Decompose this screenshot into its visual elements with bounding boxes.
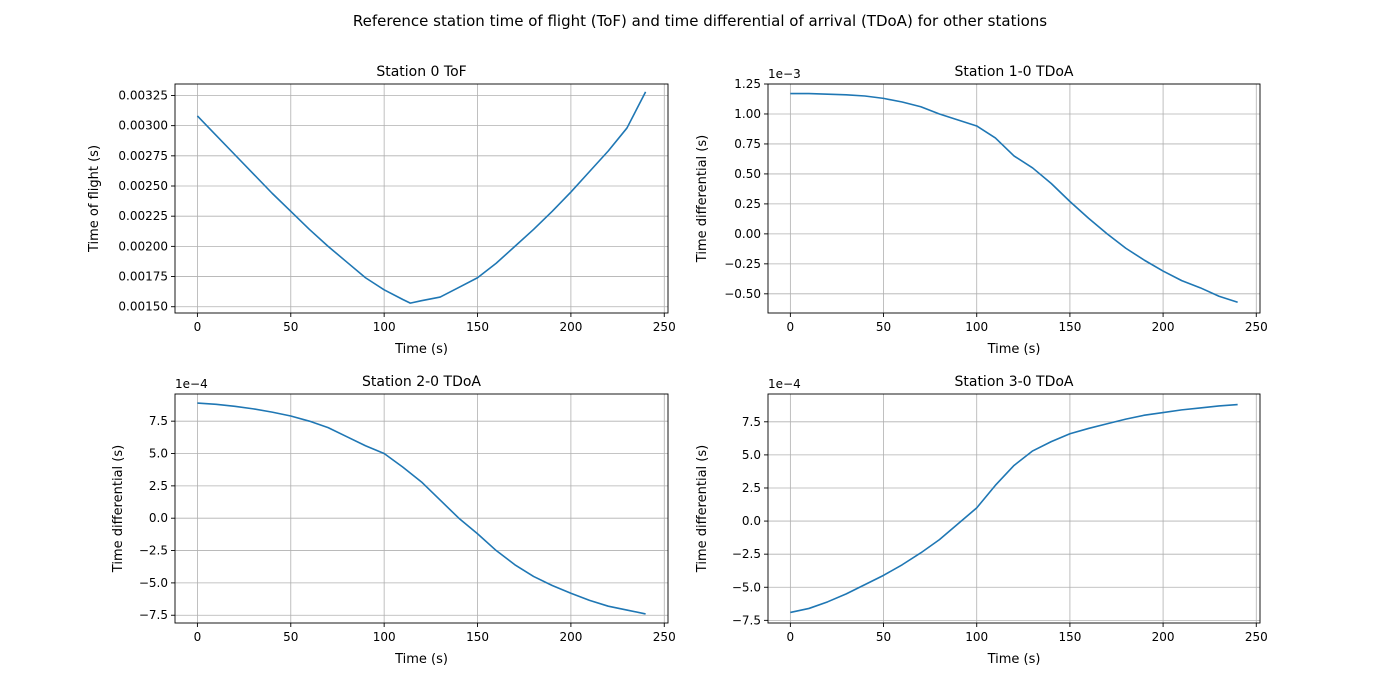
x-tick-label: 250 [1245, 630, 1268, 644]
y-tick-label: 0.0 [742, 514, 761, 528]
figure-suptitle: Reference station time of flight (ToF) a… [353, 12, 1047, 30]
y-tick-label: 1.00 [734, 107, 761, 121]
x-tick-label: 100 [373, 320, 396, 334]
series-line-0 [197, 402, 646, 615]
y-offset-text: 1e−4 [768, 377, 801, 391]
y-tick-label: −0.25 [724, 257, 761, 271]
y-tick-label: 0.00275 [118, 149, 168, 163]
x-tick-label: 150 [466, 320, 489, 334]
y-tick-label: −5.0 [139, 576, 168, 590]
y-tick-label: 0.00150 [118, 300, 168, 314]
x-tick-label: 250 [653, 630, 676, 644]
y-tick-label: 1.25 [734, 77, 761, 91]
axes-frame [767, 83, 1261, 314]
y-tick-label: 0.50 [734, 167, 761, 181]
axes-frame [174, 393, 669, 624]
subplot-3: 0 50 100 150 200 250 −7.5 −5.0 −2.5 0.0 2.5 5.0 7.5 S… [695, 374, 1268, 667]
x-tick-label: 50 [876, 630, 891, 644]
y-tick-label: 7.5 [742, 415, 761, 429]
x-tick-label: 250 [653, 320, 676, 334]
x-axis-label: Time (s) [987, 652, 1041, 667]
y-axis-label: Time of flight (s) [87, 145, 102, 253]
x-tick-label: 250 [1245, 320, 1268, 334]
y-tick-label: 0.25 [734, 197, 761, 211]
series-line-0 [196, 91, 647, 304]
x-tick-label: 200 [559, 630, 582, 644]
x-tick-label: 0 [194, 630, 202, 644]
x-tick-label: 50 [876, 320, 891, 334]
x-axis-label: Time (s) [987, 342, 1041, 357]
y-tick-label: −7.5 [139, 608, 168, 622]
y-tick-label: 0.00200 [118, 239, 168, 253]
x-tick-label: 150 [466, 630, 489, 644]
y-axis-label: Time differential (s) [695, 445, 710, 573]
x-axis-label: Time (s) [394, 342, 448, 357]
y-tick-label: −5.0 [732, 580, 761, 594]
x-tick-label: 200 [1152, 630, 1175, 644]
y-tick-label: 0.0 [149, 511, 168, 525]
axes-frame [174, 83, 669, 314]
y-axis-label: Time differential (s) [111, 445, 126, 573]
y-tick-label: 5.0 [149, 447, 168, 461]
y-tick-label: −2.5 [139, 544, 168, 558]
x-tick-label: 50 [283, 630, 298, 644]
subplot-title: Station 1-0 TDoA [954, 64, 1073, 80]
y-tick-label: −0.50 [724, 287, 761, 301]
series-line-0 [790, 92, 1238, 303]
y-tick-label: 0.00 [734, 227, 761, 241]
y-axis-label: Time differential (s) [695, 135, 710, 263]
axes-frame [767, 393, 1261, 624]
subplot-title: Station 0 ToF [376, 64, 466, 80]
series-line-0 [790, 403, 1238, 614]
x-tick-label: 0 [194, 320, 202, 334]
x-tick-label: 200 [559, 320, 582, 334]
subplot-0: 0 50 100 150 200 250 0.00150 0.00175 0.00200 0.00… [87, 64, 676, 357]
x-axis-label: Time (s) [394, 652, 448, 667]
y-tick-label: 0.75 [734, 137, 761, 151]
y-tick-label: 0.00325 [118, 88, 168, 102]
x-tick-label: 0 [787, 630, 795, 644]
y-tick-label: 0.00225 [118, 209, 168, 223]
x-tick-label: 100 [373, 630, 396, 644]
y-tick-label: 0.00175 [118, 270, 168, 284]
x-tick-label: 50 [283, 320, 298, 334]
y-offset-text: 1e−4 [175, 377, 208, 391]
y-tick-label: −7.5 [732, 613, 761, 627]
y-tick-label: 7.5 [149, 414, 168, 428]
subplot-title: Station 3-0 TDoA [954, 374, 1073, 390]
y-tick-label: 5.0 [742, 448, 761, 462]
y-tick-label: 0.00250 [118, 179, 168, 193]
x-tick-label: 150 [1058, 630, 1081, 644]
y-offset-text: 1e−3 [768, 67, 801, 81]
x-tick-label: 0 [787, 320, 795, 334]
subplot-2: 0 50 100 150 200 250 −7.5 −5.0 −2.5 0.0 2.5 5.0 7.5 S… [111, 374, 676, 667]
x-tick-label: 200 [1152, 320, 1175, 334]
x-tick-label: 150 [1058, 320, 1081, 334]
y-tick-label: 2.5 [149, 479, 168, 493]
x-tick-label: 100 [965, 320, 988, 334]
subplot-title: Station 2-0 TDoA [362, 374, 481, 390]
y-tick-label: −2.5 [732, 547, 761, 561]
y-tick-label: 0.00300 [118, 119, 168, 133]
x-tick-label: 100 [965, 630, 988, 644]
y-tick-label: 2.5 [742, 481, 761, 495]
subplot-1: 0 50 100 150 200 250 −0.50 −0.25 0.00 0.25 0.50 0.7… [695, 64, 1268, 357]
